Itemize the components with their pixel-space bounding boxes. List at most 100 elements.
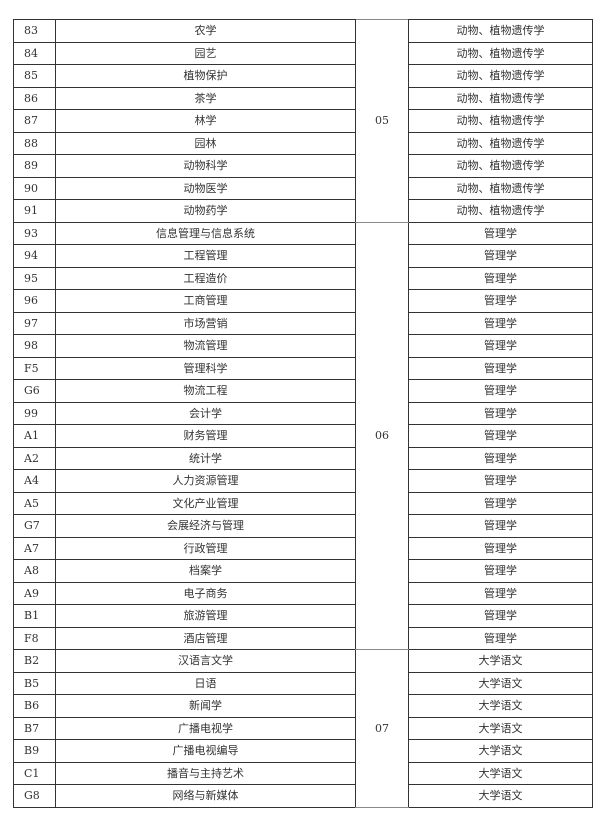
major-code-cell: 86 — [13, 86, 56, 110]
group-code-cell: 07 — [355, 649, 409, 808]
table-row: 94 工程管理 管理学 — [13, 244, 593, 268]
major-name-cell: 播音与主持艺术 — [55, 761, 356, 785]
major-name-cell: 人力资源管理 — [55, 469, 356, 493]
major-code-cell: F8 — [13, 626, 56, 650]
table-row: B5 日语 大学语文 — [13, 671, 593, 695]
exam-subject-cell: 大学语文 — [408, 761, 593, 785]
exam-subject-cell: 管理学 — [408, 289, 593, 313]
major-code-cell: C1 — [13, 761, 56, 785]
table-row: A4 人力资源管理 管理学 — [13, 469, 593, 493]
exam-subject-cell: 管理学 — [408, 604, 593, 628]
exam-subject-cell: 管理学 — [408, 446, 593, 470]
major-code-cell: G7 — [13, 514, 56, 538]
exam-subject-cell: 管理学 — [408, 221, 593, 245]
major-name-cell: 统计学 — [55, 446, 356, 470]
major-name-cell: 动物医学 — [55, 176, 356, 200]
major-name-cell: 日语 — [55, 671, 356, 695]
table-row: 96 工商管理 管理学 — [13, 289, 593, 313]
table-row: B9 广播电视编导 大学语文 — [13, 739, 593, 763]
exam-subject-cell: 大学语文 — [408, 694, 593, 718]
table-row: 99 会计学 管理学 — [13, 401, 593, 425]
major-name-cell: 林学 — [55, 109, 356, 133]
major-code-cell: 90 — [13, 176, 56, 200]
table-row: 89 动物科学 动物、植物遗传学 — [13, 154, 593, 178]
exam-subject-cell: 大学语文 — [408, 716, 593, 740]
exam-subject-cell: 动物、植物遗传学 — [408, 109, 593, 133]
major-name-cell: 工程管理 — [55, 244, 356, 268]
table-row: 84 园艺 动物、植物遗传学 — [13, 41, 593, 65]
table-row: A5 文化产业管理 管理学 — [13, 491, 593, 515]
major-name-cell: 汉语言文学 — [55, 649, 356, 673]
major-code-cell: 95 — [13, 266, 56, 290]
exam-subject-cell: 管理学 — [408, 424, 593, 448]
major-name-cell: 广播电视编导 — [55, 739, 356, 763]
major-name-cell: 文化产业管理 — [55, 491, 356, 515]
exam-subject-cell: 管理学 — [408, 244, 593, 268]
table-row: F8 酒店管理 管理学 — [13, 626, 593, 650]
exam-subject-cell: 管理学 — [408, 626, 593, 650]
exam-subject-cell: 管理学 — [408, 266, 593, 290]
table-row: F5 管理科学 管理学 — [13, 356, 593, 380]
table-row: A8 档案学 管理学 — [13, 559, 593, 583]
major-code-cell: 85 — [13, 64, 56, 88]
table-row: B6 新闻学 大学语文 — [13, 694, 593, 718]
table-row: 93 信息管理与信息系统 06 管理学 — [13, 221, 593, 650]
major-name-cell: 新闻学 — [55, 694, 356, 718]
table-row: G6 物流工程 管理学 — [13, 379, 593, 403]
major-code-cell: 91 — [13, 199, 56, 223]
major-name-cell: 植物保护 — [55, 64, 356, 88]
major-code-cell: 88 — [13, 131, 56, 155]
major-code-cell: B2 — [13, 649, 56, 673]
exam-subject-cell: 动物、植物遗传学 — [408, 199, 593, 223]
major-name-cell: 动物科学 — [55, 154, 356, 178]
major-code-cell: 97 — [13, 311, 56, 335]
major-code-cell: A2 — [13, 446, 56, 470]
major-name-cell: 市场营销 — [55, 311, 356, 335]
table-row: B7 广播电视学 大学语文 — [13, 716, 593, 740]
major-name-cell: 物流管理 — [55, 334, 356, 358]
major-name-cell: 会计学 — [55, 401, 356, 425]
major-name-cell: 广播电视学 — [55, 716, 356, 740]
major-code-cell: B5 — [13, 671, 56, 695]
major-name-cell: 电子商务 — [55, 581, 356, 605]
major-code-cell: B9 — [13, 739, 56, 763]
exam-subject-cell: 管理学 — [408, 356, 593, 380]
exam-subject-cell: 大学语文 — [408, 739, 593, 763]
group-code-cell: 05 — [355, 19, 409, 223]
major-name-cell: 园林 — [55, 131, 356, 155]
major-name-cell: 酒店管理 — [55, 626, 356, 650]
table-row: 88 园林 动物、植物遗传学 — [13, 131, 593, 155]
exam-subject-cell: 动物、植物遗传学 — [408, 86, 593, 110]
major-code-cell: F5 — [13, 356, 56, 380]
table-row: A1 财务管理 管理学 — [13, 424, 593, 448]
major-name-cell: 工程造价 — [55, 266, 356, 290]
major-subject-table: 83 农学 05 动物、植物遗传学 84 园艺 动物、植物遗传学 85 植物保护 动物、植物遗传学… — [13, 19, 593, 808]
major-code-cell: 84 — [13, 41, 56, 65]
major-code-cell: A9 — [13, 581, 56, 605]
major-name-cell: 物流工程 — [55, 379, 356, 403]
table-row: A9 电子商务 管理学 — [13, 581, 593, 605]
major-code-cell: 96 — [13, 289, 56, 313]
major-code-cell: 93 — [13, 221, 56, 245]
table-row: 85 植物保护 动物、植物遗传学 — [13, 64, 593, 88]
major-name-cell: 财务管理 — [55, 424, 356, 448]
major-code-cell: A4 — [13, 469, 56, 493]
major-code-cell: 98 — [13, 334, 56, 358]
major-name-cell: 园艺 — [55, 41, 356, 65]
table-row: 86 茶学 动物、植物遗传学 — [13, 86, 593, 110]
major-code-cell: A5 — [13, 491, 56, 515]
table-row: G7 会展经济与管理 管理学 — [13, 514, 593, 538]
major-name-cell: 网络与新媒体 — [55, 784, 356, 808]
table-row: A2 统计学 管理学 — [13, 446, 593, 470]
table-row: 91 动物药学 动物、植物遗传学 — [13, 199, 593, 223]
exam-subject-cell: 动物、植物遗传学 — [408, 64, 593, 88]
major-code-cell: G8 — [13, 784, 56, 808]
major-name-cell: 农学 — [55, 19, 356, 43]
table-row: 98 物流管理 管理学 — [13, 334, 593, 358]
exam-subject-cell: 动物、植物遗传学 — [408, 176, 593, 200]
major-name-cell: 会展经济与管理 — [55, 514, 356, 538]
exam-subject-cell: 动物、植物遗传学 — [408, 41, 593, 65]
exam-subject-cell: 管理学 — [408, 514, 593, 538]
major-name-cell: 工商管理 — [55, 289, 356, 313]
major-name-cell: 行政管理 — [55, 536, 356, 560]
